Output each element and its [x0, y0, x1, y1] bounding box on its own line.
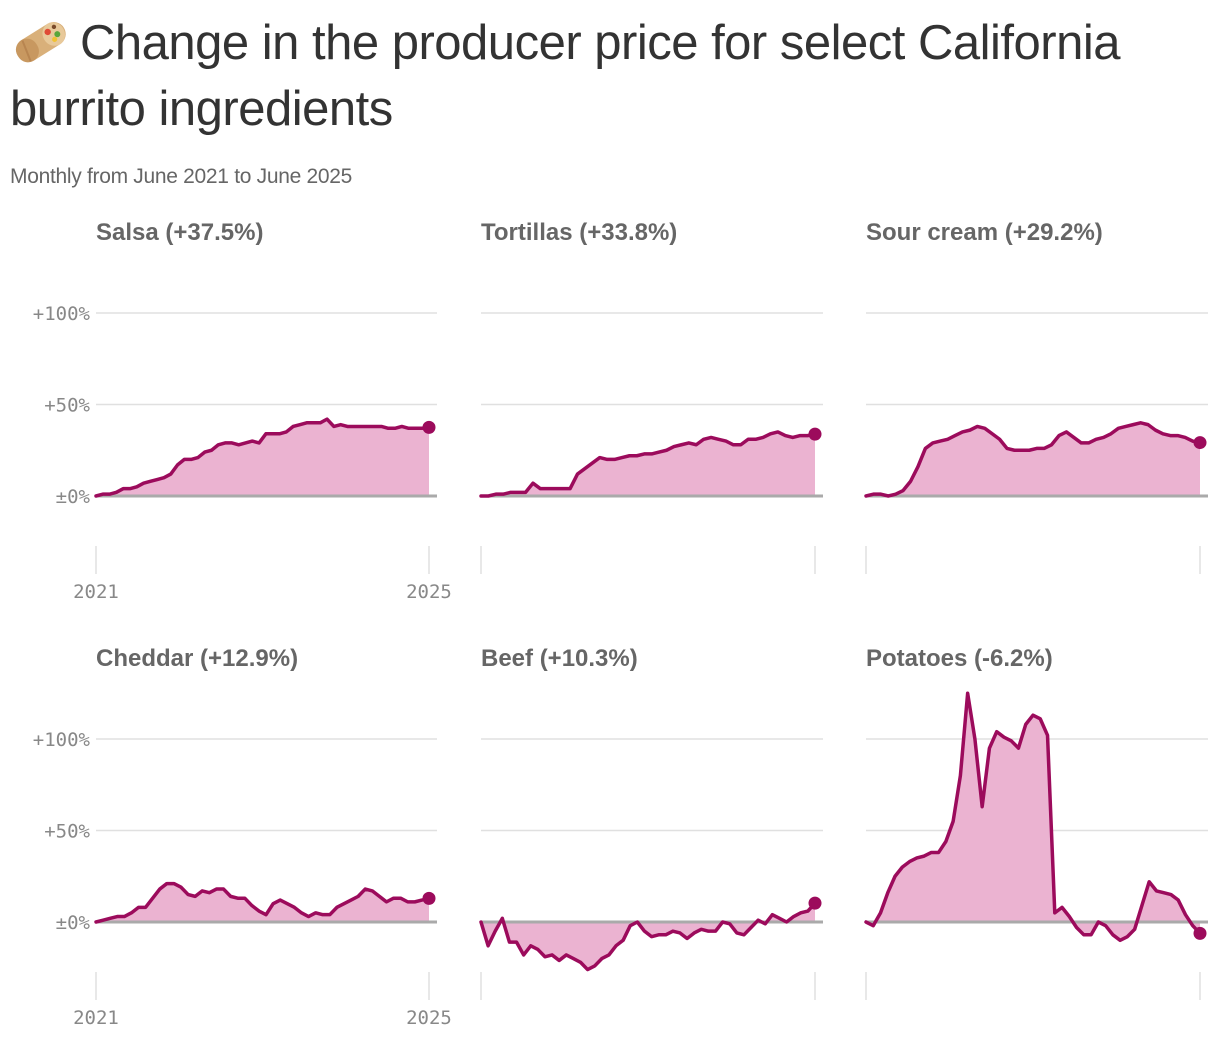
series-area — [866, 693, 1200, 941]
series-area — [481, 431, 815, 496]
y-tick-label: +100% — [33, 729, 91, 751]
x-tick-label: 2025 — [406, 581, 452, 603]
panel-title: Sour cream (+29.2%) — [866, 219, 1103, 246]
y-tick-label: +50% — [44, 821, 90, 843]
x-tick-label: 2025 — [406, 1007, 452, 1029]
series-area — [866, 422, 1200, 496]
chart-title: Change in the producer price for select … — [10, 10, 1200, 142]
panel-title: Salsa (+37.5%) — [96, 219, 263, 246]
x-tick-label: 2021 — [73, 581, 119, 603]
series-line — [864, 421, 1202, 498]
panel-title: Beef (+10.3%) — [481, 645, 638, 672]
end-point-marker — [422, 420, 436, 434]
series-line — [864, 691, 1202, 943]
end-point-marker — [808, 427, 822, 441]
end-point-marker — [1193, 436, 1207, 450]
chart-subtitle: Monthly from June 2021 to June 2025 — [10, 165, 353, 188]
series-line — [479, 901, 817, 972]
y-tick-label: ±0% — [56, 912, 91, 934]
panel-title: Cheddar (+12.9%) — [96, 645, 298, 672]
end-point-marker — [1193, 926, 1207, 940]
x-tick-label: 2021 — [73, 1007, 119, 1029]
y-tick-label: +100% — [33, 303, 91, 325]
series-area — [96, 883, 429, 922]
burrito-icon — [10, 17, 72, 67]
end-point-marker — [808, 896, 822, 910]
series-area — [481, 903, 815, 970]
panel-title: Tortillas (+33.8%) — [481, 219, 677, 246]
panel-title: Potatoes (-6.2%) — [866, 645, 1053, 672]
y-tick-label: +50% — [44, 395, 90, 417]
series-line — [479, 430, 817, 498]
chart-title-text: Change in the producer price for select … — [10, 16, 1120, 136]
end-point-marker — [422, 891, 436, 905]
series-line — [94, 417, 431, 498]
series-line — [94, 881, 431, 924]
y-tick-label: ±0% — [56, 486, 91, 508]
series-area — [96, 419, 429, 496]
